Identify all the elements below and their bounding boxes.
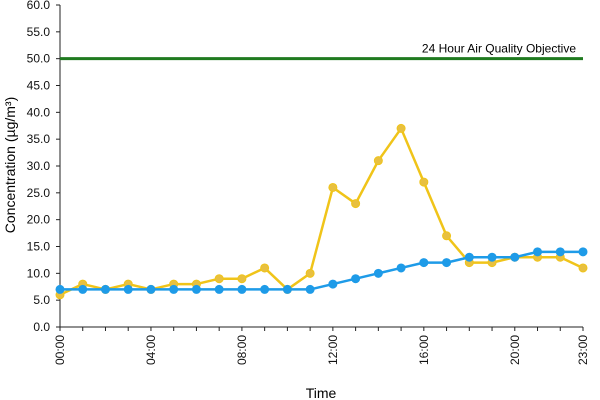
- data-point: [351, 199, 361, 209]
- y-tick-label: 10.0: [27, 266, 51, 280]
- y-tick-label: 60.0: [27, 0, 51, 12]
- data-point: [578, 263, 588, 273]
- data-point: [555, 247, 565, 257]
- data-point: [191, 284, 201, 294]
- data-point: [442, 258, 452, 268]
- series-line: [60, 250, 583, 291]
- x-axis-title: Time: [306, 385, 337, 400]
- data-point: [373, 156, 383, 166]
- data-point: [55, 284, 65, 294]
- x-tick-label: 12:00: [326, 335, 340, 365]
- data-point: [464, 252, 474, 262]
- x-tick-label: 16:00: [417, 335, 431, 365]
- y-tick-label: 55.0: [27, 25, 51, 39]
- data-point: [260, 284, 270, 294]
- series-group: [55, 123, 588, 300]
- series-line: [59, 127, 584, 296]
- data-point: [100, 284, 110, 294]
- data-point: [533, 247, 543, 257]
- y-tick-label: 50.0: [27, 52, 51, 66]
- y-tick-label: 45.0: [27, 79, 51, 93]
- x-tick-label: 20:00: [508, 335, 522, 365]
- data-point: [578, 247, 588, 257]
- data-point: [123, 284, 133, 294]
- data-point: [237, 284, 247, 294]
- data-point: [260, 263, 270, 273]
- y-tick-label: 25.0: [27, 186, 51, 200]
- y-tick-label: 5.0: [33, 293, 50, 307]
- data-point: [396, 263, 406, 273]
- data-point: [214, 284, 224, 294]
- axes: 0.0 5.0 10.0 15.0 20.0 25.0 30.0 35.0 40.0 45.0 50…: [27, 0, 590, 365]
- data-point: [305, 284, 315, 294]
- data-point: [282, 284, 292, 294]
- y-tick-label: 30.0: [27, 159, 51, 173]
- series-1: [55, 123, 588, 300]
- data-point: [351, 274, 361, 284]
- data-point: [373, 268, 383, 278]
- data-point: [419, 177, 429, 187]
- data-point: [78, 284, 88, 294]
- x-tick-label: 23:00: [576, 335, 590, 365]
- y-tick-label: 15.0: [27, 240, 51, 254]
- data-point: [305, 268, 315, 278]
- y-axis-title: Concentration (µg/m³): [2, 97, 18, 233]
- y-tick-label: 35.0: [27, 132, 51, 146]
- data-point: [328, 279, 338, 289]
- y-tick-label: 40.0: [27, 105, 51, 119]
- data-point: [442, 231, 452, 241]
- data-point: [146, 284, 156, 294]
- air-quality-objective-label: 24 Hour Air Quality Objective: [422, 42, 576, 56]
- reference-line-group: 24 Hour Air Quality Objective: [60, 42, 583, 61]
- data-point: [487, 252, 497, 262]
- x-tick-label: 08:00: [235, 335, 249, 365]
- data-point: [510, 252, 520, 262]
- data-point: [396, 123, 406, 133]
- series-2: [55, 247, 588, 294]
- y-tick-label: 20.0: [27, 213, 51, 227]
- data-point: [419, 258, 429, 268]
- x-tick-label: 00:00: [53, 335, 67, 365]
- y-tick-label: 0.0: [33, 320, 50, 334]
- data-point: [237, 274, 247, 284]
- data-point: [214, 274, 224, 284]
- data-point: [169, 284, 179, 294]
- data-point: [328, 182, 338, 192]
- x-tick-label: 04:00: [144, 335, 158, 365]
